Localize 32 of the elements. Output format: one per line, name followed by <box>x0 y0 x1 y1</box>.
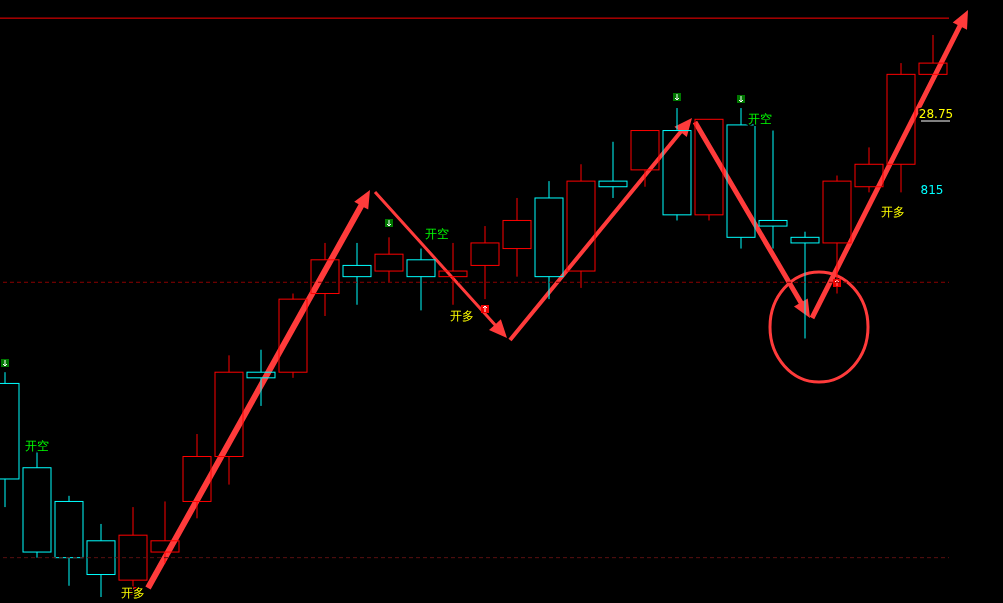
candlestick <box>278 293 308 379</box>
candlestick <box>22 450 52 559</box>
candlestick <box>534 180 564 300</box>
candlestick <box>406 248 436 311</box>
candlestick <box>150 500 180 564</box>
candlestick <box>502 197 532 278</box>
candlestick <box>790 231 820 339</box>
candlestick <box>246 349 276 407</box>
candlestick <box>566 163 596 289</box>
annotation: 开多 <box>450 308 474 323</box>
candlestick <box>374 236 404 283</box>
candlestick <box>86 523 116 598</box>
candlestick <box>310 242 340 317</box>
candlestick <box>54 495 84 587</box>
candlestick <box>342 242 372 306</box>
annotation: 28.75 <box>918 106 954 121</box>
candlestick <box>598 141 628 199</box>
annotation: 开空 <box>748 111 772 126</box>
candlestick <box>214 354 244 486</box>
candlestick <box>182 433 212 519</box>
candlestick <box>438 242 468 306</box>
candlestick <box>822 175 852 295</box>
annotation: 815 <box>920 182 944 197</box>
candlestick <box>758 130 788 250</box>
candlestick <box>854 146 884 193</box>
candlestick <box>886 62 916 193</box>
annotation: 开多 <box>121 585 145 600</box>
candlestick <box>662 107 692 221</box>
annotation: 开多 <box>881 204 905 219</box>
candlestick <box>470 225 500 300</box>
annotation: 开空 <box>425 226 449 241</box>
annotation: 开空 <box>25 438 49 453</box>
